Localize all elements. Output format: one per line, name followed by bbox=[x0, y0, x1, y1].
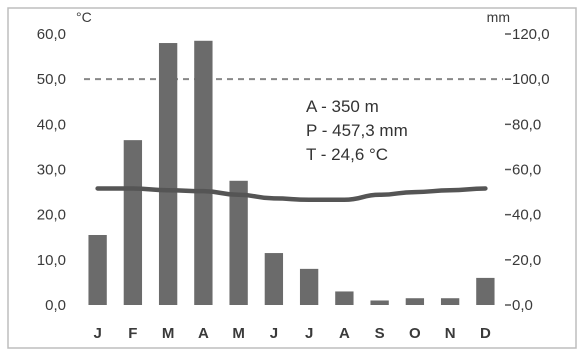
annotation-box: A - 350 m P - 457,3 mm T - 24,6 °C bbox=[306, 97, 408, 164]
precipitation-bar bbox=[229, 180, 248, 305]
chart-frame bbox=[7, 7, 577, 349]
precipitation-bars bbox=[88, 40, 495, 306]
left-tick-label: 50,0 bbox=[37, 71, 66, 88]
precipitation-bar bbox=[264, 253, 284, 305]
right-axis-unit: mm bbox=[487, 9, 510, 25]
left-tick-label: 30,0 bbox=[37, 162, 66, 179]
right-tick-label: 100,0 bbox=[512, 71, 550, 88]
month-label: D bbox=[480, 325, 491, 342]
left-tick-label: 20,0 bbox=[37, 207, 66, 224]
precipitation-bar bbox=[476, 277, 495, 305]
month-label: O bbox=[409, 325, 421, 342]
right-tick-label: 60,0 bbox=[512, 162, 541, 179]
month-label: J bbox=[93, 325, 101, 342]
month-label: J bbox=[270, 325, 278, 342]
left-tick-label: 10,0 bbox=[37, 252, 66, 269]
precipitation-bar bbox=[405, 298, 425, 305]
precipitation-bar bbox=[194, 40, 213, 306]
right-tick-label: 120,0 bbox=[512, 26, 550, 43]
month-label: A bbox=[198, 325, 209, 342]
month-label: J bbox=[305, 325, 313, 342]
left-axis: 0,0 10,0 20,0 30,0 40,0 50,0 60,0 bbox=[37, 26, 66, 314]
annotation-precipitation: P - 457,3 mm bbox=[306, 121, 408, 140]
precipitation-bar bbox=[88, 234, 107, 305]
precipitation-bar bbox=[158, 43, 178, 306]
month-label: M bbox=[162, 325, 175, 342]
right-tick-label: 80,0 bbox=[512, 116, 541, 133]
annotation-altitude: A - 350 m bbox=[306, 97, 379, 116]
left-tick-label: 40,0 bbox=[37, 116, 66, 133]
precipitation-bar bbox=[299, 268, 319, 305]
precipitation-bar bbox=[370, 300, 389, 305]
precipitation-bar bbox=[123, 140, 143, 305]
left-tick-label: 60,0 bbox=[37, 26, 66, 43]
right-tick-label: 20,0 bbox=[512, 252, 541, 269]
annotation-temperature: T - 24,6 °C bbox=[306, 145, 388, 164]
month-label: M bbox=[232, 325, 245, 342]
right-tick-label: 40,0 bbox=[512, 207, 541, 224]
left-tick-label: 0,0 bbox=[45, 297, 66, 314]
precipitation-bar bbox=[335, 291, 354, 305]
month-label: S bbox=[375, 325, 385, 342]
right-axis: 0,0 20,0 40,0 60,0 80,0 100,0 120,0 bbox=[505, 26, 550, 314]
month-label: N bbox=[445, 325, 456, 342]
month-label: A bbox=[339, 325, 350, 342]
left-axis-unit: °C bbox=[76, 9, 92, 25]
precipitation-bar bbox=[440, 298, 460, 305]
month-label: F bbox=[128, 325, 137, 342]
temperature-line bbox=[95, 186, 488, 203]
right-tick-label: 0,0 bbox=[512, 297, 533, 314]
